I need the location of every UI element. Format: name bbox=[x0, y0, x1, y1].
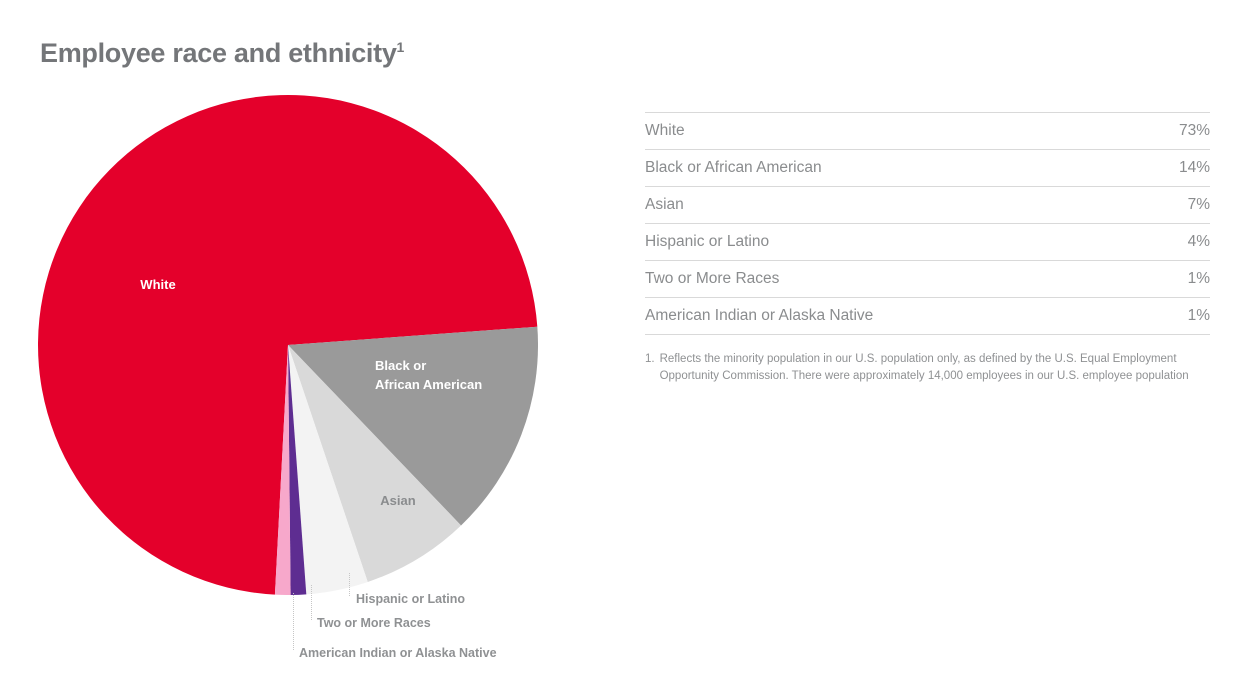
table-row: Two or More Races 1% bbox=[645, 260, 1210, 297]
pie-label-black-line2: African American bbox=[375, 377, 483, 392]
row-value: 1% bbox=[1187, 307, 1210, 324]
pie-label-american-indian-or-alaska-native: American Indian or Alaska Native bbox=[299, 646, 497, 660]
row-value: 73% bbox=[1178, 122, 1210, 139]
data-table-rows: White 73% Black or African American 14% Asia… bbox=[645, 112, 1210, 335]
page-title-text: Employee race and ethnicity bbox=[40, 38, 397, 68]
row-value: 7% bbox=[1187, 196, 1210, 213]
pie-slice-black-or-african-american bbox=[288, 326, 538, 526]
pie-chart bbox=[38, 95, 538, 595]
row-label: American Indian or Alaska Native bbox=[645, 307, 874, 324]
row-value: 4% bbox=[1187, 233, 1210, 250]
pie-label-hispanic-or-latino: Hispanic or Latino bbox=[356, 592, 466, 606]
leader-line-american-indian-or-alaska-native bbox=[293, 593, 294, 650]
title-footnote-marker: 1 bbox=[396, 39, 405, 55]
row-label: Asian bbox=[645, 196, 684, 213]
pie-slice-two-or-more-races bbox=[288, 345, 307, 595]
pie-slice-american-indian-or-alaska-native bbox=[274, 345, 291, 595]
pie-label-white: White bbox=[140, 277, 176, 292]
row-label: Hispanic or Latino bbox=[645, 233, 770, 250]
leader-line-hispanic-or-latino bbox=[349, 573, 350, 596]
footnote: 1. Reflects the minority population in o… bbox=[645, 351, 1210, 384]
data-table: White 73% Black or African American 14% Asia… bbox=[645, 112, 1210, 384]
table-row: Hispanic or Latino 4% bbox=[645, 223, 1210, 260]
table-row: Asian 7% bbox=[645, 186, 1210, 223]
row-label: Two or More Races bbox=[645, 270, 780, 287]
pie-slice-white bbox=[38, 95, 538, 595]
row-label: White bbox=[645, 122, 685, 139]
pie-label-black-line1: Black or bbox=[375, 358, 427, 373]
pie-chart-svg bbox=[38, 95, 538, 595]
pie-slice-asian bbox=[288, 345, 462, 582]
row-value: 14% bbox=[1178, 159, 1210, 176]
row-value: 1% bbox=[1187, 270, 1210, 287]
row-label: Black or African American bbox=[645, 159, 822, 176]
pie-label-asian: Asian bbox=[380, 493, 416, 508]
pie-slice-hispanic-or-latino bbox=[288, 345, 368, 595]
table-row: American Indian or Alaska Native 1% bbox=[645, 297, 1210, 334]
footnote-number: 1. bbox=[645, 353, 655, 365]
table-row: White 73% bbox=[645, 112, 1210, 149]
footnote-text: Reflects the minority population in our … bbox=[659, 353, 1189, 382]
leader-line-two-or-more-races bbox=[311, 585, 312, 620]
pie-label-two-or-more-races: Two or More Races bbox=[317, 616, 431, 630]
pie-label-black-or-african-american: Black or African American bbox=[375, 356, 482, 394]
table-row: Black or African American 14% bbox=[645, 149, 1210, 186]
page-title: Employee race and ethnicity1 bbox=[40, 38, 404, 69]
